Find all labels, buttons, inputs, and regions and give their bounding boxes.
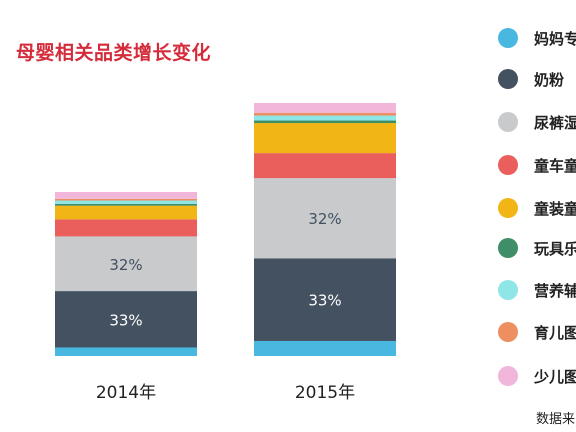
legend-label: 妈妈专: [534, 29, 576, 48]
legend-item-1: 奶粉: [498, 67, 564, 91]
legend-label: 童装童: [534, 199, 576, 218]
legend-item-7: 育儿图: [498, 320, 576, 344]
bar-segment-1-1: [254, 258, 396, 341]
legend-swatch: [498, 28, 518, 48]
x-tick-label-0: 2014年: [96, 383, 156, 403]
bar-segment-1-4: [254, 123, 396, 154]
bar-segment-1-3: [254, 153, 396, 179]
bars-layer: [55, 103, 396, 356]
bar-segment-1-0: [254, 340, 396, 356]
legend-label: 育儿图: [534, 323, 576, 342]
data-label-1-1: 33%: [308, 292, 341, 310]
chart-title: 母婴相关品类增长变化: [16, 42, 212, 64]
legend-swatch: [498, 69, 518, 89]
legend-item-5: 玩具乐: [498, 236, 576, 260]
bar-segment-0-8: [55, 192, 197, 199]
bar-segment-1-5: [254, 120, 396, 124]
legend-swatch: [498, 366, 518, 386]
bar-segment-1-7: [254, 113, 396, 116]
data-label-0-2: 32%: [109, 256, 142, 274]
legend-label: 尿裤湿: [534, 113, 576, 132]
legend-label: 玩具乐: [534, 239, 576, 258]
legend-item-2: 尿裤湿: [498, 110, 576, 134]
bar-segment-0-6: [55, 200, 197, 204]
bar-segment-1-6: [254, 115, 396, 121]
bar-segment-0-0: [55, 347, 197, 356]
legend-item-3: 童车童: [498, 153, 576, 177]
legend-item-4: 童装童: [498, 196, 576, 220]
legend-swatch: [498, 280, 518, 300]
bar-segment-0-1: [55, 291, 197, 348]
bar-segment-0-5: [55, 203, 197, 206]
bar-segment-1-2: [254, 178, 396, 259]
legend-item-8: 少儿图: [498, 364, 576, 388]
x-tick-labels: 2014年 2015年: [96, 383, 355, 403]
data-label-1-2: 32%: [308, 210, 341, 228]
bar-segment-0-4: [55, 205, 197, 220]
legend-label: 童车童: [534, 156, 576, 175]
legend-label: 奶粉: [534, 70, 565, 89]
legend-swatch: [498, 322, 518, 342]
source-note: 数据来: [536, 412, 576, 427]
legend-swatch: [498, 238, 518, 258]
legend-swatch: [498, 112, 518, 132]
legend-item-6: 营养辅: [498, 278, 576, 302]
bar-segment-0-2: [55, 236, 197, 292]
bar-segment-0-3: [55, 219, 197, 237]
legend-label: 营养辅: [534, 281, 576, 300]
data-label-0-1: 33%: [109, 311, 142, 329]
legend-item-0: 妈妈专: [498, 26, 576, 50]
legend-swatch: [498, 198, 518, 218]
data-labels-layer: 33% 32% 33% 32%: [109, 210, 341, 329]
legend-label: 少儿图: [534, 367, 576, 386]
bar-segment-0-7: [55, 198, 197, 201]
bar-segment-1-8: [254, 103, 396, 114]
x-tick-label-1: 2015年: [295, 383, 355, 403]
legend-swatch: [498, 155, 518, 175]
